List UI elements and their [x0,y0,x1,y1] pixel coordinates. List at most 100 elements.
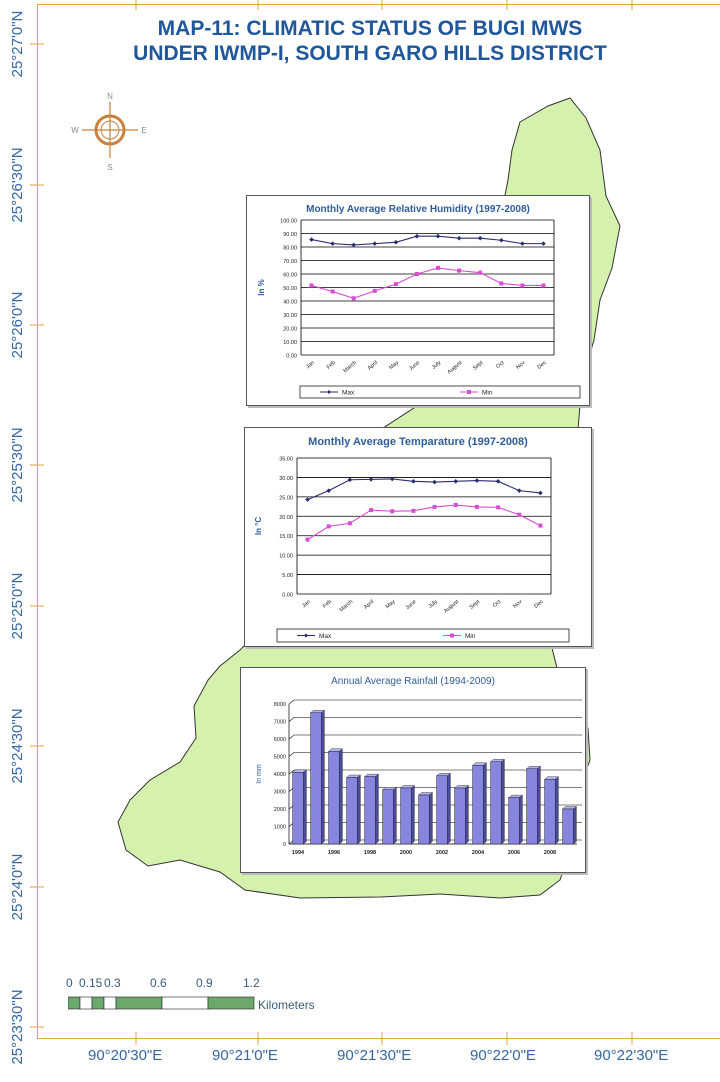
humidity-point-min [436,265,441,270]
humidity-legend-marker-max [327,390,331,394]
humidity-xtick-label: March [342,360,358,374]
humidity-ytick-label: 80.00 [283,246,297,252]
temperature-chart: 0.00 5.00 10.00 15.00 20.00 25.00 30.00 35.00 Ja… [254,457,570,643]
rainfall-xtick-label: 2000 [400,850,412,856]
rainfall-bar-1997 [346,777,358,845]
temperature-point-max [538,490,543,496]
rainfall-ytick-label: 2000 [274,807,286,813]
rainfall-bar-2006 [508,797,520,845]
rainfall-gridline [288,734,582,740]
humidity-point-max [541,241,546,246]
rainfall-xtick-label: 2002 [436,850,448,856]
longitude-label-2: 90°21'0"E [212,1047,278,1064]
scale-tick-09: 0.9 [196,976,213,990]
temperature-series-max-line [307,478,541,501]
temperature-point-max [432,479,437,485]
rainfall-bar-side [411,785,415,845]
rainfall-chart-panel: Annual Average Rainfall (1994-2009) 0 100… [240,667,586,873]
temperature-ytick-label: 20.00 [279,515,293,521]
humidity-point-min [309,283,314,288]
rainfall-gridline [288,717,582,722]
temperature-point-max [368,477,374,482]
humidity-point-max [477,235,483,241]
humidity-point-min [478,270,483,275]
humidity-ytick-label: 60.00 [283,273,297,279]
rainfall-ytick-label: 0 [283,842,286,848]
humidity-xtick-label: Dec [536,360,548,371]
temperature-xtick-label: April [363,599,375,611]
rainfall-bar-2001 [418,794,430,845]
rainfall-gridline [288,699,582,705]
longitude-label-3: 90°21'30"E [337,1047,412,1064]
rainfall-bar-2008 [544,779,556,845]
humidity-xtick-label: Jan [305,360,316,370]
rainfall-bar-1996 [328,751,340,845]
temperature-ytick-label: 5.00 [282,573,293,579]
scale-tick-06: 0.6 [150,976,167,990]
scale-tick-03: 0.3 [104,976,121,990]
humidity-legend-marker-min [467,390,471,394]
humidity-xtick-label: August [446,360,463,376]
temperature-xtick-label: Dec [533,599,545,610]
rainfall-chart: 0 1000 2000 3000 4000 5000 6000 7000 8000 In mm 19… [256,699,582,856]
rainfall-bar-side [393,786,397,845]
rainfall-bar-side [483,762,487,845]
rainfall-ytick-label: 7000 [274,720,286,726]
temperature-point-max [326,488,332,493]
humidity-ytick-label: 90.00 [283,232,297,238]
rainfall-ytick-label: 8000 [274,702,286,708]
compass-south: S [107,163,112,172]
rainfall-bar-2000 [400,787,412,845]
rainfall-bar-2003 [454,787,466,845]
humidity-point-max [330,241,335,246]
humidity-xtick-label: June [408,360,421,372]
humidity-point-min [393,282,398,287]
scale-unit: Kilometers [258,998,315,1012]
humidity-ytick-label: 30.00 [283,313,297,319]
humidity-ytick-label: 50.00 [283,286,297,292]
rainfall-bar-side [339,748,343,845]
rainfall-xtick-label: 2006 [508,850,520,856]
compass-west: W [71,126,79,135]
humidity-point-min [520,283,525,288]
rainfall-bar-2009 [562,808,574,845]
temperature-xtick-label: July [428,599,440,610]
map-frame-bottom [37,1038,720,1039]
temperature-point-min [347,521,352,526]
scale-segments [68,996,255,1010]
temperature-point-min [453,503,458,508]
temperature-xtick-label: Nov [512,599,524,610]
rainfall-bar-side [537,765,541,845]
rainfall-bar-1998 [364,776,376,845]
rainfall-xtick-label: 1994 [292,850,305,856]
humidity-point-max [309,237,314,242]
scale-bar: 0 0.15 0.3 0.6 0.9 1.2 Kilometers [66,976,346,1016]
temperature-xtick-label: Sept [469,599,482,611]
temperature-legend-label-min: Min [465,633,476,640]
longitude-label-5: 90°22'30"E [594,1047,669,1064]
temperature-point-max [453,479,459,484]
temperature-xtick-label: May [385,599,397,610]
map-frame-top [37,4,720,5]
humidity-ytick-label: 20.00 [283,327,297,333]
temperature-xtick-label: March [339,599,355,613]
rainfall-ytick-label: 4000 [274,772,286,778]
humidity-point-min [414,272,419,276]
temperature-point-min [432,504,437,509]
rainfall-ytick-label: 6000 [274,737,286,743]
rainfall-bar-side [303,769,307,845]
rainfall-bar-2002 [436,775,448,845]
longitude-label-1: 90°20'30"E [88,1047,163,1064]
temperature-legend-label-max: Max [319,633,332,640]
temperature-point-max [474,478,480,483]
humidity-point-max [372,241,378,246]
humidity-ytick-label: 10.00 [283,340,297,346]
humidity-point-max [414,233,420,239]
rainfall-xtick-label: 1996 [328,850,340,856]
temperature-ytick-label: 35.00 [279,457,293,463]
temperature-xtick-label: Oct [492,599,503,609]
temperature-series-min-line [307,504,541,541]
humidity-point-min [330,289,335,294]
humidity-xtick-label: April [367,360,379,372]
temperature-ytick-label: 25.00 [279,495,293,501]
